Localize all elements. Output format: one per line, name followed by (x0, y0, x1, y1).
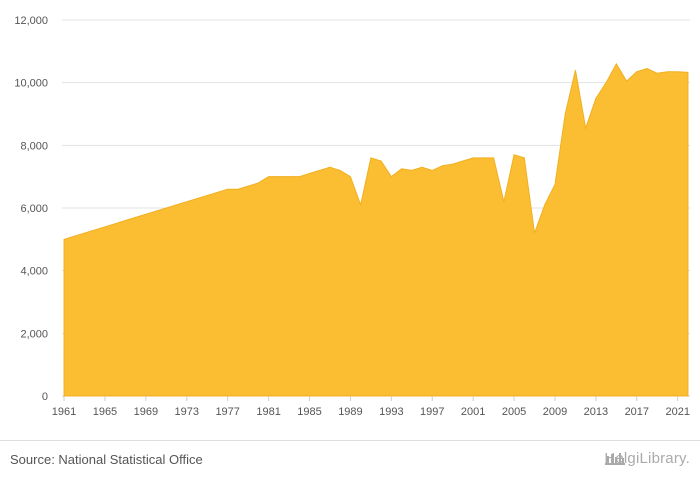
x-tick-label: 1973 (175, 406, 199, 418)
y-axis-ticks: 0 2,000 4,000 6,000 8,000 10,000 12,000 (14, 15, 48, 403)
x-tick-label: 1981 (256, 406, 280, 418)
x-tick-label: 2005 (502, 406, 526, 418)
x-tick-label: 1961 (52, 406, 76, 418)
library-building-icon (605, 453, 626, 465)
y-tick-label: 0 (42, 391, 48, 403)
x-tick-label: 2013 (584, 406, 608, 418)
logo-text: HelgiLibrary. (604, 450, 690, 467)
x-tick-label: 2009 (543, 406, 567, 418)
y-tick-label: 10,000 (14, 78, 48, 90)
y-tick-label: 2,000 (20, 328, 48, 340)
x-tick-label: 1989 (338, 406, 362, 418)
x-tick-label: 2021 (665, 406, 689, 418)
x-tick-label: 1969 (134, 406, 158, 418)
series-area (63, 62, 689, 397)
x-tick-label: 2001 (461, 406, 485, 418)
chart-footer: Source: National Statistical Office Helg… (0, 440, 700, 483)
y-tick-label: 6,000 (20, 203, 48, 215)
y-tick-label: 12,000 (14, 15, 48, 27)
x-tick-label: 1985 (297, 406, 321, 418)
source-note: Source: National Statistical Office (10, 452, 203, 467)
y-tick-label: 8,000 (20, 140, 48, 152)
area-series (63, 62, 689, 397)
x-tick-label: 2017 (625, 406, 649, 418)
x-tick-label: 1993 (379, 406, 403, 418)
helgi-library-logo[interactable]: HelgiLibrary. (604, 450, 690, 467)
y-tick-label: 4,000 (20, 266, 48, 278)
x-tick-label: 1965 (93, 406, 117, 418)
x-tick-label: 1977 (215, 406, 239, 418)
x-tick-label: 1997 (420, 406, 444, 418)
x-axis-ticks: 1961 1965 1969 1973 1977 1981 1985 1989 1993 1997… (52, 396, 690, 418)
